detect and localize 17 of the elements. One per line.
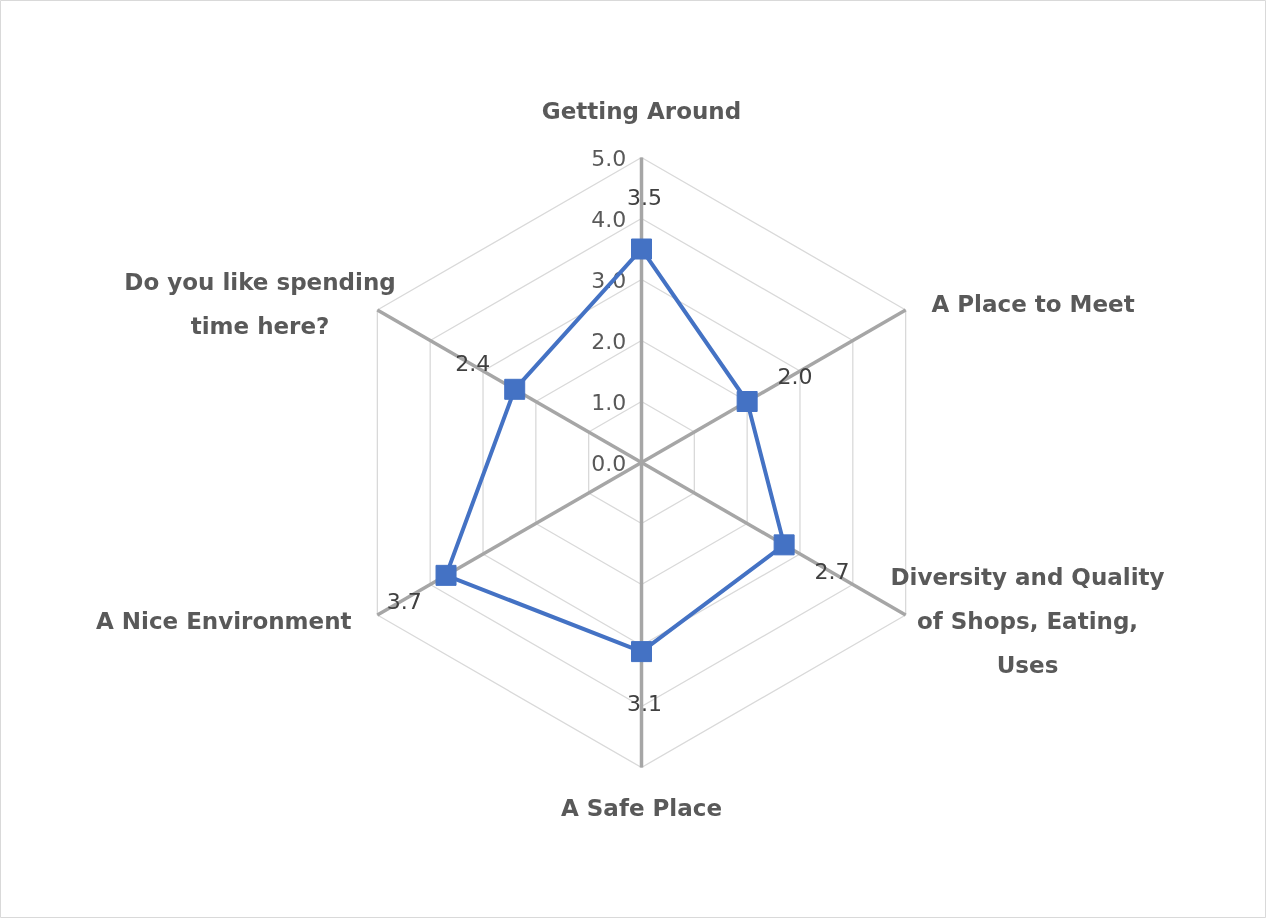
spoke-label: A Place to Meet	[931, 290, 1135, 317]
y-tick-label: 4.0	[591, 206, 627, 232]
spoke-label: Do you like spending time here?	[124, 268, 396, 339]
data-label: 3.5	[627, 185, 663, 211]
data-label: 3.1	[627, 691, 663, 717]
data-label: 2.7	[814, 558, 850, 584]
data-label: 2.4	[455, 351, 491, 377]
data-label: 3.7	[386, 589, 422, 615]
y-tick-label: 0.0	[591, 450, 627, 476]
y-tick-label: 2.0	[591, 328, 627, 354]
y-tick-label: 5.0	[591, 145, 627, 171]
y-tick-label: 1.0	[591, 389, 627, 415]
spoke-label: A Safe Place	[561, 794, 722, 821]
data-label: 2.0	[777, 363, 813, 389]
spoke-label: A Nice Environment	[95, 608, 352, 635]
spoke-label: Diversity and Quality of Shops, Eating, Uses	[890, 563, 1165, 679]
spoke-label: Getting Around	[541, 97, 742, 124]
